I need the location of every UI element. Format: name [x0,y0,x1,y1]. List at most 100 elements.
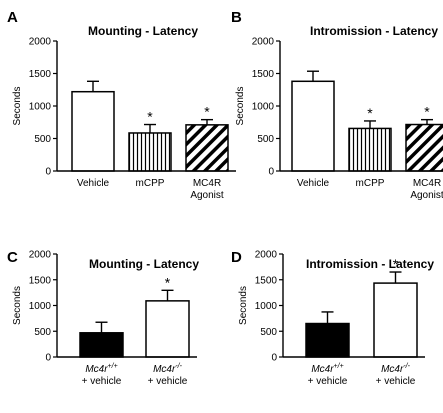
axes: 0 500 1000 1500 2000 [29,250,197,364]
genotype-superscript: +/+ [334,363,344,370]
bar-group [71,80,115,172]
axes: 0 500 1000 1500 2000 [29,37,236,178]
y-tick-label: 1500 [252,69,275,80]
axes: 0 500 1000 1500 2000 [255,250,425,364]
bar [291,80,335,172]
bar [305,322,350,358]
category-label: MC4R [413,178,441,189]
error-bar [321,311,334,324]
category-label-genotype: Mc4r-/- [381,363,411,375]
y-tick-label: 1500 [29,275,52,286]
bar [373,282,418,358]
y-tick-label: 0 [268,167,274,178]
panel-title: Intromission - Latency [306,257,434,271]
y-tick-label: 1500 [255,275,278,286]
bar-group [291,70,335,172]
y-tick-label: 0 [271,353,277,364]
panel-letter: B [231,9,242,26]
bar [128,132,172,172]
bar-group: * [348,105,392,172]
error-bar [389,271,402,284]
y-tick-label: 500 [34,327,51,338]
y-tick-label: 500 [257,134,274,145]
error-bar [87,80,99,92]
y-tick-label: 500 [34,134,51,145]
genotype-superscript: +/+ [108,363,118,370]
y-tick-label: 2000 [29,37,52,48]
significance-marker: * [393,256,399,272]
category-label: Agonist [190,190,224,201]
category-label: mCPP [356,178,385,189]
error-bar [364,120,376,129]
category-label-genotype: Mc4r+/+ [85,363,117,375]
y-tick-label: 1000 [252,102,275,113]
error-bar [95,321,108,333]
y-tick-label: 2000 [29,250,52,261]
y-tick-label: 1500 [29,69,52,80]
category-label-genotype: Mc4r+/+ [311,363,343,375]
error-bar [421,118,433,125]
bar-group [79,321,124,358]
category-label: mCPP [136,178,165,189]
y-axis-label: Seconds [235,87,246,126]
bar-group: * [145,274,190,358]
panel-title: Intromission - Latency [310,24,438,38]
category-label: Vehicle [77,178,110,189]
panel-a: A Mounting - Latency Seconds Vehicle * mCPP * M… [7,9,236,201]
bar [79,332,124,358]
genotype-name: Mc4r [381,364,404,375]
bar [405,123,443,172]
panel-letter: D [231,249,242,266]
panel-title: Mounting - Latency [88,24,198,38]
bar-group: * [373,256,418,358]
y-tick-label: 2000 [252,37,275,48]
category-label: MC4R [193,178,221,189]
significance-marker: * [165,274,171,290]
y-tick-label: 1000 [255,301,278,312]
y-tick-label: 0 [45,353,51,364]
category-label: + vehicle [376,376,416,387]
y-tick-label: 1000 [29,102,52,113]
y-tick-label: 500 [260,327,277,338]
category-label-genotype: Mc4r-/- [153,363,183,375]
error-bar [201,118,213,125]
bar-group: * [185,104,229,172]
category-label: Vehicle [297,178,330,189]
genotype-superscript: -/- [175,363,182,370]
bar-group [305,311,350,358]
significance-marker: * [147,109,153,125]
significance-marker: * [204,104,210,120]
bar-group: * [405,104,443,172]
genotype-name: Mc4r [311,364,334,375]
category-label: + vehicle [148,376,188,387]
bar-group: * [128,109,172,172]
panel-letter: C [7,249,18,266]
category-label: Agonist [410,190,443,201]
genotype-name: Mc4r [153,364,176,375]
y-tick-label: 0 [45,167,51,178]
axes: 0 500 1000 1500 2000 [252,37,443,178]
genotype-name: Mc4r [85,364,108,375]
bar [71,90,115,172]
y-axis-label: Seconds [12,87,23,126]
bar [145,300,190,358]
panel-letter: A [7,9,18,26]
error-bar [307,70,319,82]
significance-marker: * [367,105,373,121]
y-axis-label: Seconds [12,286,23,325]
genotype-superscript: -/- [403,363,410,370]
y-tick-label: 2000 [255,250,278,261]
error-bar [161,289,174,301]
error-bar [144,123,156,133]
y-axis-label: Seconds [238,286,249,325]
category-label: + vehicle [82,376,122,387]
bar [185,124,229,172]
significance-marker: * [424,104,430,120]
category-label: + vehicle [308,376,348,387]
panel-title: Mounting - Latency [89,257,199,271]
panel-b: B Intromission - Latency Seconds Vehicle * mC… [231,9,443,201]
bar [348,127,392,172]
